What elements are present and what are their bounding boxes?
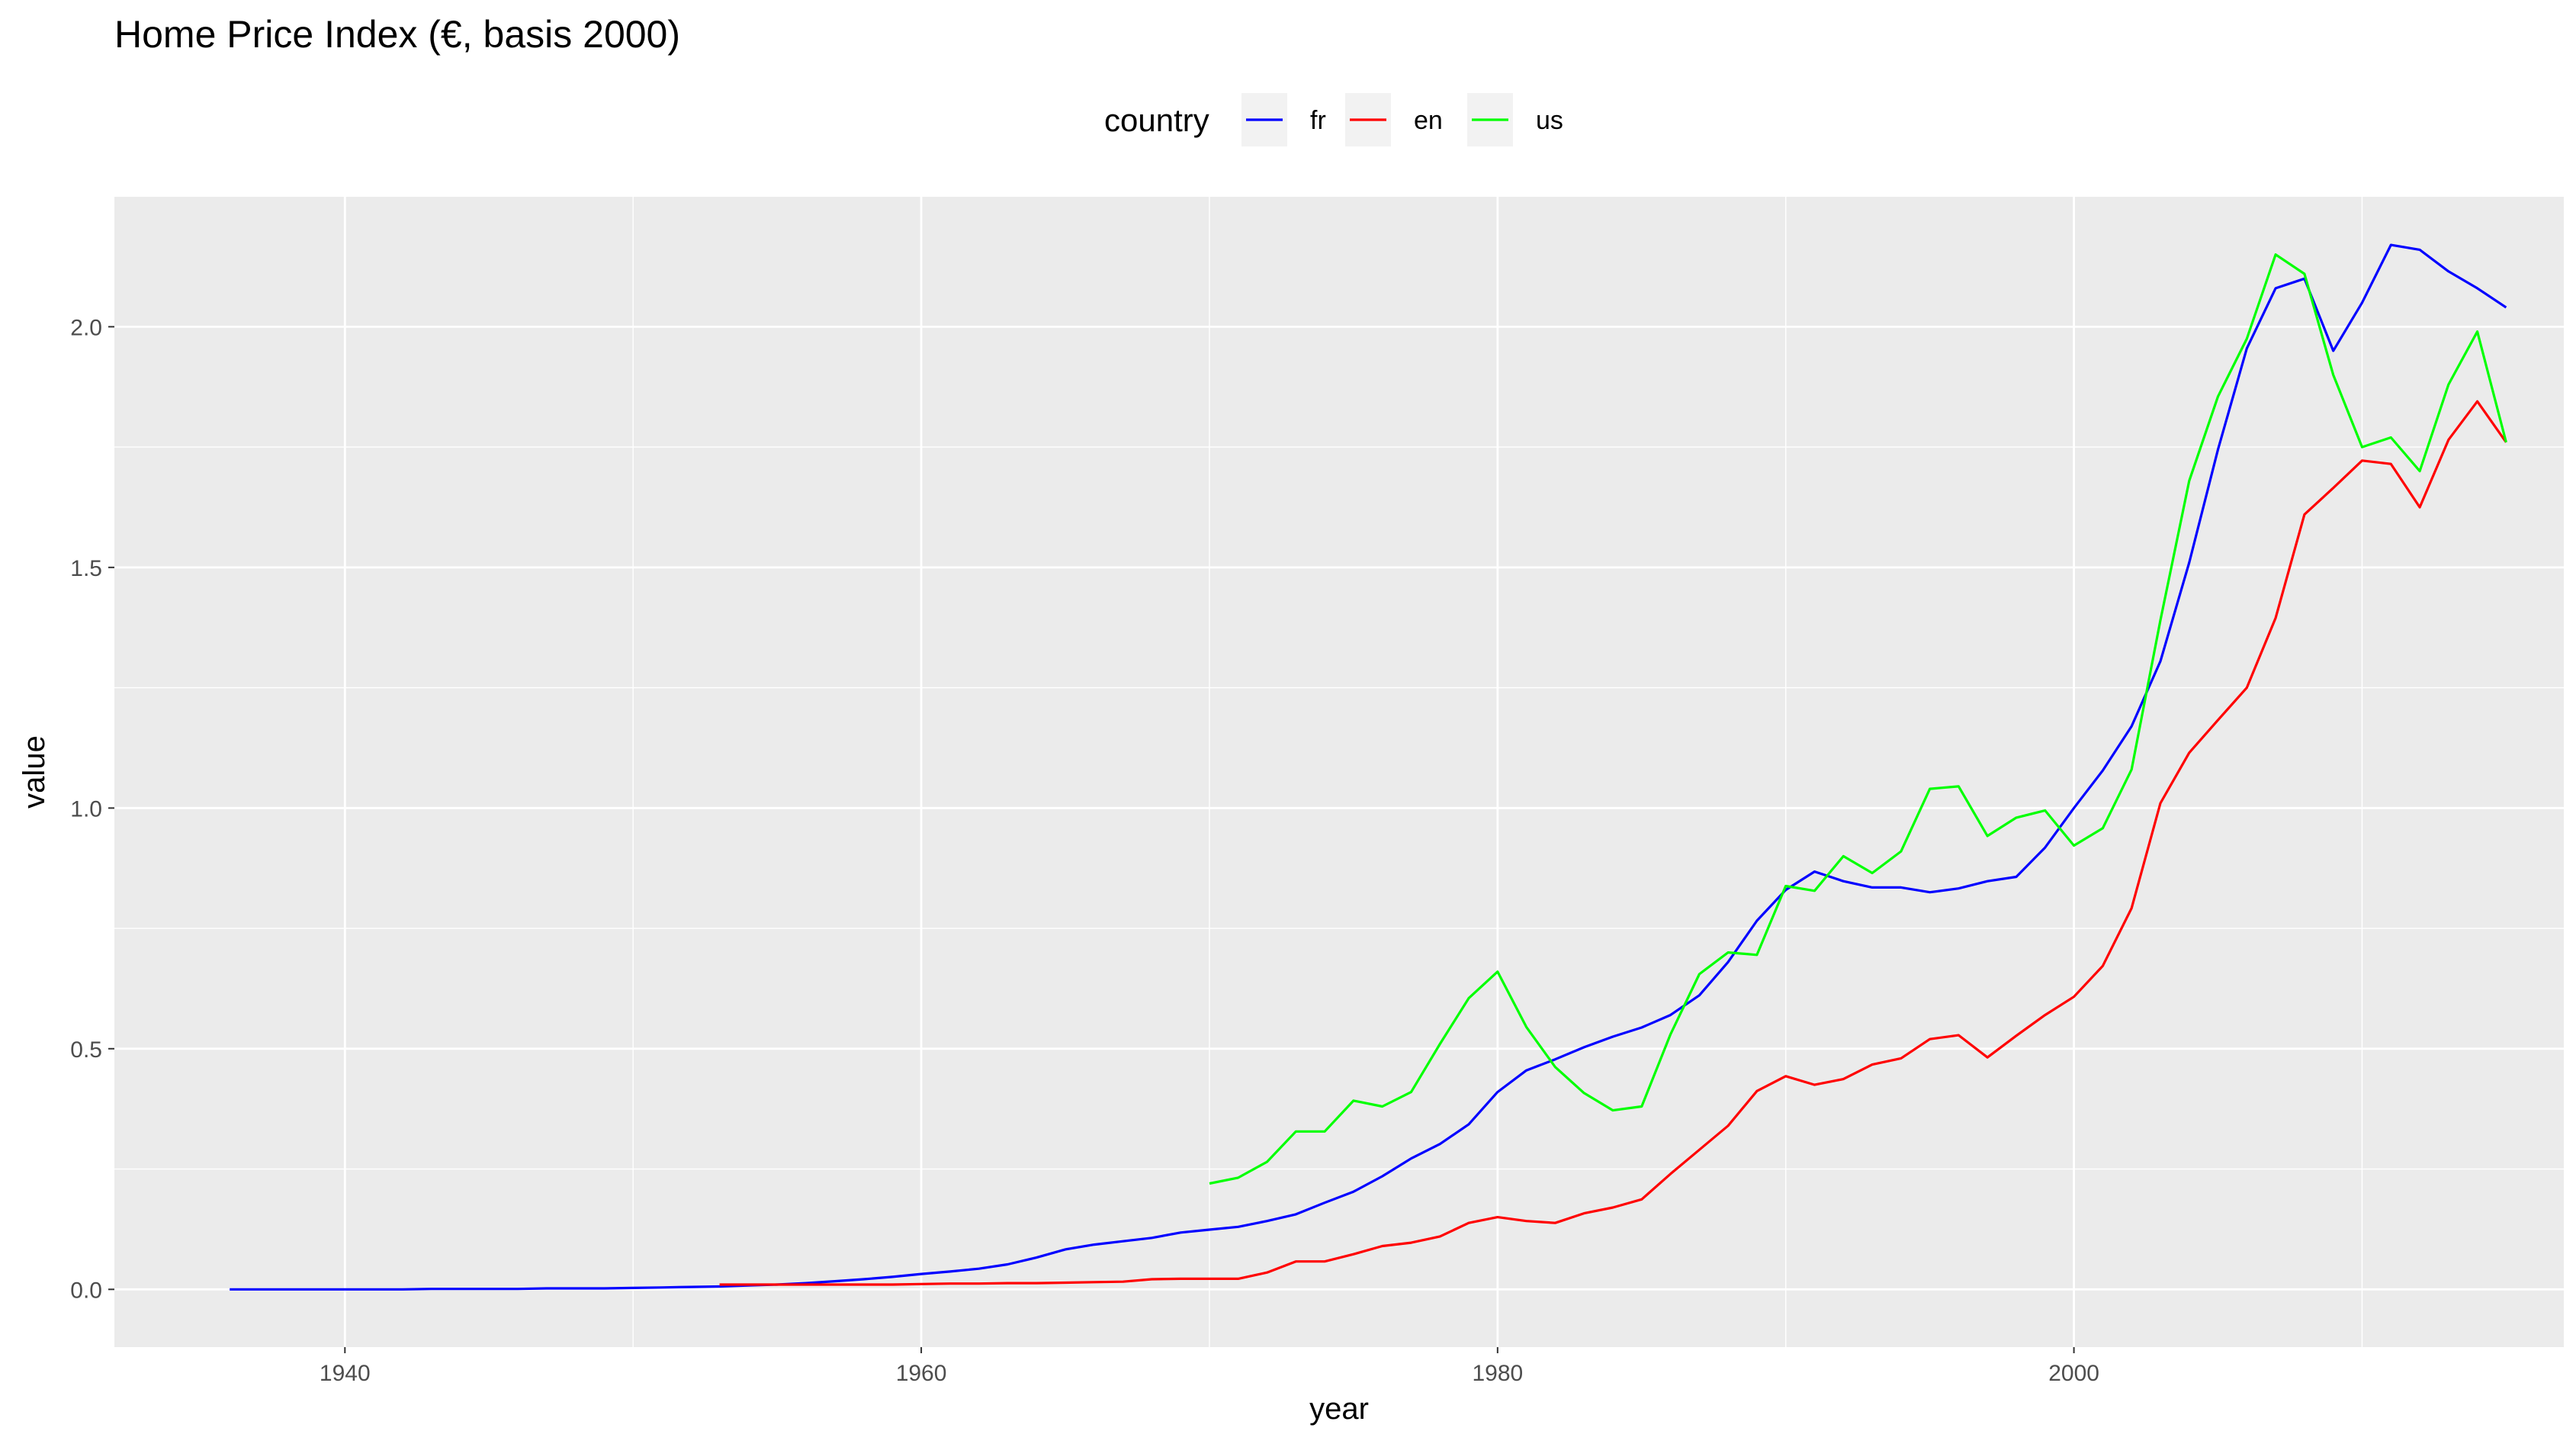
y-tick-label: 0.0	[70, 1278, 102, 1303]
x-tick-label: 1940	[320, 1361, 371, 1386]
series-line-us	[1209, 253, 2507, 1185]
y-axis-title: value	[18, 735, 51, 809]
y-axis: 0.0 0.5 1.0 1.5 2.0	[70, 315, 114, 1303]
series-layer	[230, 243, 2507, 1291]
y-tick-label: 1.5	[70, 556, 102, 581]
x-tick-label: 1980	[1472, 1361, 1523, 1386]
x-tick-label: 1960	[896, 1361, 947, 1386]
legend-label-fr: fr	[1310, 106, 1326, 135]
series-line-fr	[230, 243, 2507, 1291]
x-axis-title: year	[1309, 1392, 1369, 1426]
x-tick-label: 2000	[2048, 1361, 2099, 1386]
legend-title: country	[1104, 102, 1209, 138]
legend: country fr en us	[1104, 93, 1563, 146]
series-line-en	[719, 400, 2507, 1286]
legend-items: fr en us	[1241, 93, 1563, 146]
y-tick-label: 2.0	[70, 315, 102, 340]
chart-title: Home Price Index (€, basis 2000)	[114, 13, 680, 56]
y-tick-label: 1.0	[70, 796, 102, 822]
y-tick-label: 0.5	[70, 1037, 102, 1063]
legend-label-en: en	[1414, 106, 1443, 135]
grid-minor	[114, 197, 2564, 1347]
plot-panel	[114, 197, 2564, 1347]
x-axis: 1940 1960 1980 2000	[320, 1347, 2099, 1386]
legend-label-us: us	[1536, 106, 1563, 135]
